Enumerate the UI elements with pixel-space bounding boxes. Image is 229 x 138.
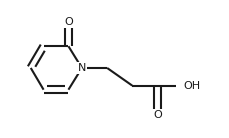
- Text: N: N: [77, 63, 86, 73]
- Text: O: O: [64, 17, 73, 27]
- Text: OH: OH: [183, 81, 199, 91]
- Text: O: O: [152, 110, 161, 120]
